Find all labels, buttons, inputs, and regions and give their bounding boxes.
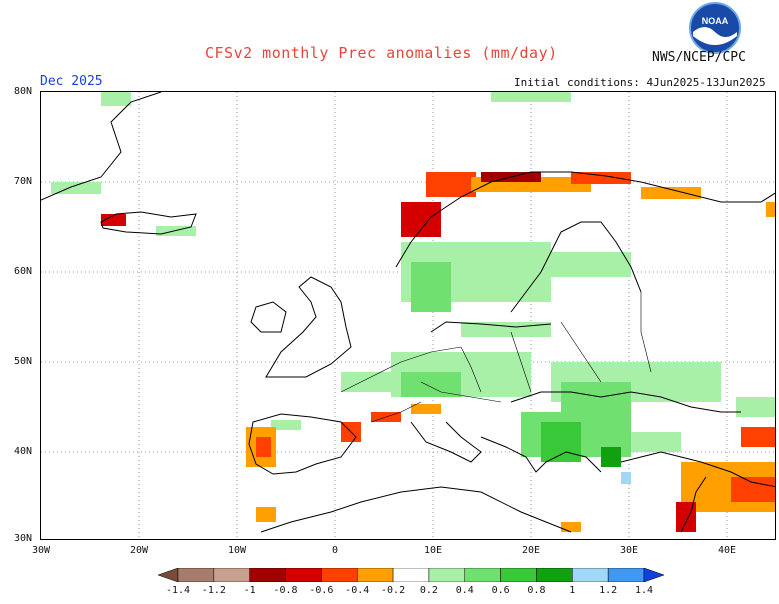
valid-month: Dec 2025 xyxy=(40,74,103,89)
lon-label-20w: 20W xyxy=(129,545,149,556)
colorbar-swatch-1 xyxy=(177,568,215,582)
colorbar-swatch-4 xyxy=(285,568,322,582)
lon-label-40e: 40E xyxy=(717,545,737,556)
lat-label-70n: 70N xyxy=(14,176,33,187)
lon-label-0: 0 xyxy=(331,545,339,556)
colorbar-label: 1 xyxy=(569,585,576,596)
agency-label: NWS/NCEP/CPC xyxy=(652,50,746,65)
noaa-logo: NOAA xyxy=(689,2,741,54)
colorbar-swatch-9 xyxy=(464,568,501,582)
colorbar-label: -0.8 xyxy=(273,585,298,596)
lat-label-60n: 60N xyxy=(14,266,33,277)
colorbar-swatch-12 xyxy=(572,568,609,582)
colorbar-swatch-8 xyxy=(428,568,466,582)
graticule xyxy=(41,92,775,539)
lat-label-50n: 50N xyxy=(14,356,33,367)
lon-label-30e: 30E xyxy=(619,545,639,556)
lon-label-20e: 20E xyxy=(521,545,541,556)
colorbar-swatch-14 xyxy=(643,568,664,582)
colorbar-swatch-3 xyxy=(249,568,286,582)
colorbar-label: 0.4 xyxy=(455,585,474,596)
lon-label-10w: 10W xyxy=(227,545,247,556)
map-panel xyxy=(40,91,776,540)
colorbar-label: 0.6 xyxy=(491,585,510,596)
colorbar-label: -1 xyxy=(243,585,256,596)
colorbar-label: -0.4 xyxy=(345,585,370,596)
lon-label-30w: 30W xyxy=(31,545,51,556)
colorbar-swatch-6 xyxy=(356,568,394,582)
colorbar-swatch-7 xyxy=(392,568,430,582)
lat-label-80n: 80N xyxy=(14,86,33,97)
colorbar-label: 0.2 xyxy=(419,585,438,596)
colorbar-swatch-0 xyxy=(158,568,179,582)
colorbar xyxy=(158,568,664,582)
lon-label-10e: 10E xyxy=(423,545,443,556)
colorbar-label: -1.4 xyxy=(165,585,191,596)
negative-anomaly-patches xyxy=(101,172,775,532)
colorbar-swatch-11 xyxy=(536,568,573,582)
colorbar-swatch-2 xyxy=(213,568,250,582)
coastlines xyxy=(41,92,775,533)
colorbar-label: 0.8 xyxy=(527,585,546,596)
chart-title: CFSv2 monthly Prec anomalies (mm/day) xyxy=(205,44,558,62)
colorbar-swatch-10 xyxy=(500,568,537,582)
lat-label-40n: 40N xyxy=(14,446,33,457)
colorbar-label: -0.2 xyxy=(381,585,406,596)
colorbar-label: -1.2 xyxy=(201,585,226,596)
colorbar-label: -0.6 xyxy=(309,585,334,596)
anomaly-map xyxy=(41,92,775,539)
lat-label-30n: 30N xyxy=(14,533,33,544)
logo-text: NOAA xyxy=(702,16,729,26)
colorbar-label: 1.2 xyxy=(599,585,618,596)
initial-conditions: Initial conditions: 4Jun2025-13Jun2025 xyxy=(514,76,766,89)
country-borders xyxy=(340,292,652,423)
colorbar-swatch-5 xyxy=(321,568,358,582)
colorbar-swatch-13 xyxy=(607,568,645,582)
colorbar-label: 1.4 xyxy=(634,585,654,596)
